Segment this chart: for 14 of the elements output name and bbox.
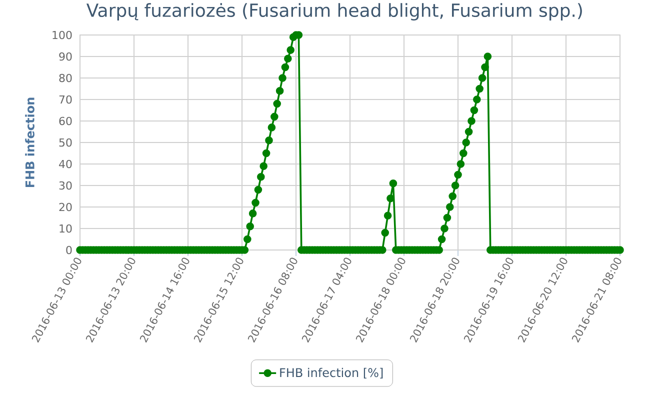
y-tick-label: 0 — [66, 246, 72, 254]
y-tick-label: 50 — [59, 138, 72, 147]
legend-label: FHB infection [%] — [280, 368, 383, 379]
y-tick-label: 90 — [59, 52, 72, 61]
y-tick-label: 20 — [59, 202, 72, 212]
chart-title: Varpų fuzariozės (Fusarium head blight, Fusarium spp.) — [86, 3, 582, 21]
y-axis-title: FHB infection — [25, 98, 34, 188]
y-tick-label: 70 — [59, 95, 72, 104]
y-tick-label: 60 — [59, 116, 72, 126]
y-tick-label: 80 — [59, 74, 72, 82]
y-tick-label: 100 — [52, 30, 72, 40]
y-tick-label: 30 — [59, 181, 72, 190]
y-tick-label: 10 — [60, 224, 72, 233]
y-tick-label: 40 — [59, 160, 72, 168]
